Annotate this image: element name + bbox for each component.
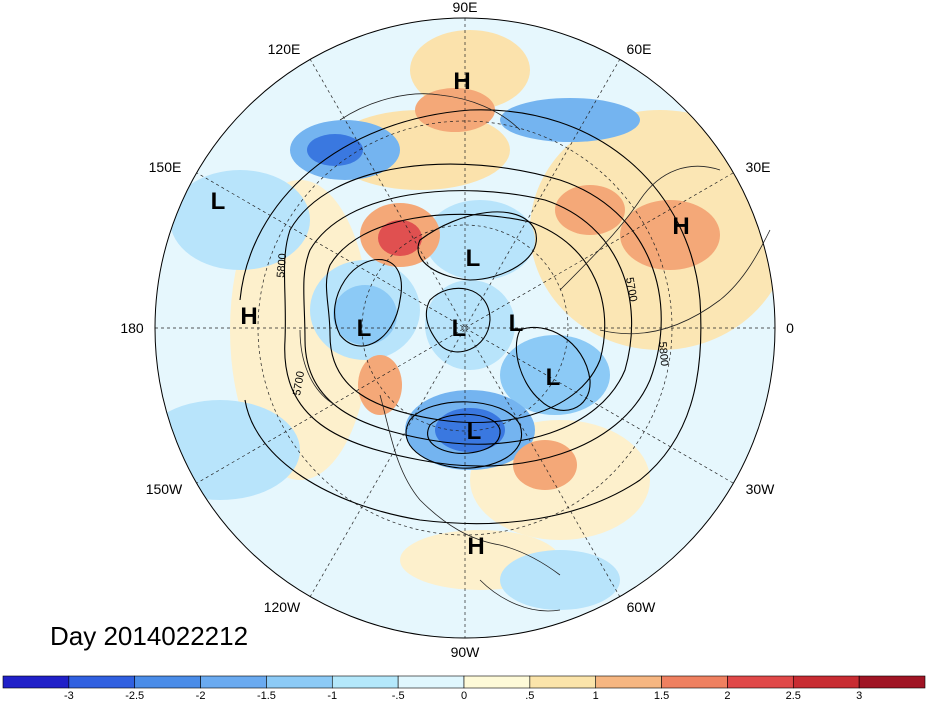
low-pressure-marker: L (357, 315, 372, 342)
colorbar-tick-label: -2.5 (125, 690, 144, 702)
longitude-label-0: 0 (786, 320, 794, 336)
high-pressure-marker: H (467, 533, 484, 560)
low-pressure-marker: L (466, 245, 481, 272)
colorbar-tick-label: 1.5 (654, 690, 669, 702)
colorbar-box (529, 675, 597, 689)
low-pressure-marker: L (546, 364, 561, 391)
colorbar-box (397, 675, 465, 689)
map-border (154, 17, 776, 639)
low-pressure-marker: L (211, 188, 226, 215)
colorbar-tick-label: .5 (525, 690, 534, 702)
high-pressure-marker: H (240, 303, 257, 330)
colorbar-tick-label: -.5 (392, 690, 405, 702)
longitude-label-60w: 60W (627, 599, 657, 615)
colorbar-tick-label: -3 (64, 690, 74, 702)
colorbar-tick-label: -1 (327, 690, 337, 702)
colorbar-box (2, 675, 70, 689)
colorbar-box (266, 675, 333, 689)
map-title: Day 2014022212 (50, 621, 248, 651)
longitude-label-120w: 120W (264, 599, 301, 615)
contour-label: 5700 (623, 276, 639, 302)
contour-label: 5800 (275, 253, 289, 278)
colorbar-box (331, 675, 399, 689)
low-pressure-marker: L (509, 310, 524, 337)
colorbar-tick-label: -1.5 (257, 690, 276, 702)
colorbar-tick-label: 3 (856, 690, 862, 702)
colorbar-box (68, 675, 136, 689)
colorbar-box (661, 675, 728, 689)
colorbar-tick-label: 2 (724, 690, 730, 702)
colorbar-box (463, 675, 531, 689)
colorbar-tick-label: 2.5 (786, 690, 801, 702)
colorbar-tick-label: 0 (461, 690, 467, 702)
low-pressure-marker: L (467, 418, 482, 445)
height-contours (239, 109, 702, 525)
colorbar: -3 -2.5 -2 -1.5 -1 -.5 0 .5 1 1.5 2 2.5 3 (2, 675, 926, 702)
colorbar-box (727, 675, 794, 689)
longitude-label-150e: 150E (149, 159, 182, 175)
contour-label: 5700 (291, 370, 307, 396)
colorbar-box (134, 675, 201, 689)
graticule (155, 18, 775, 638)
longitude-label-150w: 150W (146, 481, 183, 497)
coastlines (299, 93, 771, 612)
low-pressure-marker: L (452, 315, 467, 342)
longitude-label-90e: 90E (453, 0, 478, 15)
colorbar-tick-label: 1 (593, 690, 599, 702)
longitude-label-180: 180 (120, 320, 144, 336)
longitude-label-30w: 30W (746, 481, 776, 497)
longitude-label-90w: 90W (451, 644, 481, 660)
contour-label: 5800 (656, 341, 670, 366)
longitude-label-120e: 120E (268, 41, 301, 57)
high-pressure-marker: H (672, 213, 689, 240)
colorbar-tick-label: -2 (196, 690, 206, 702)
colorbar-box (858, 675, 926, 689)
high-pressure-marker: H (453, 68, 470, 95)
colorbar-box (595, 675, 662, 689)
colorbar-box (792, 675, 860, 689)
longitude-label-30e: 30E (746, 159, 771, 175)
colorbar-box (200, 675, 267, 689)
longitude-label-60e: 60E (627, 41, 652, 57)
